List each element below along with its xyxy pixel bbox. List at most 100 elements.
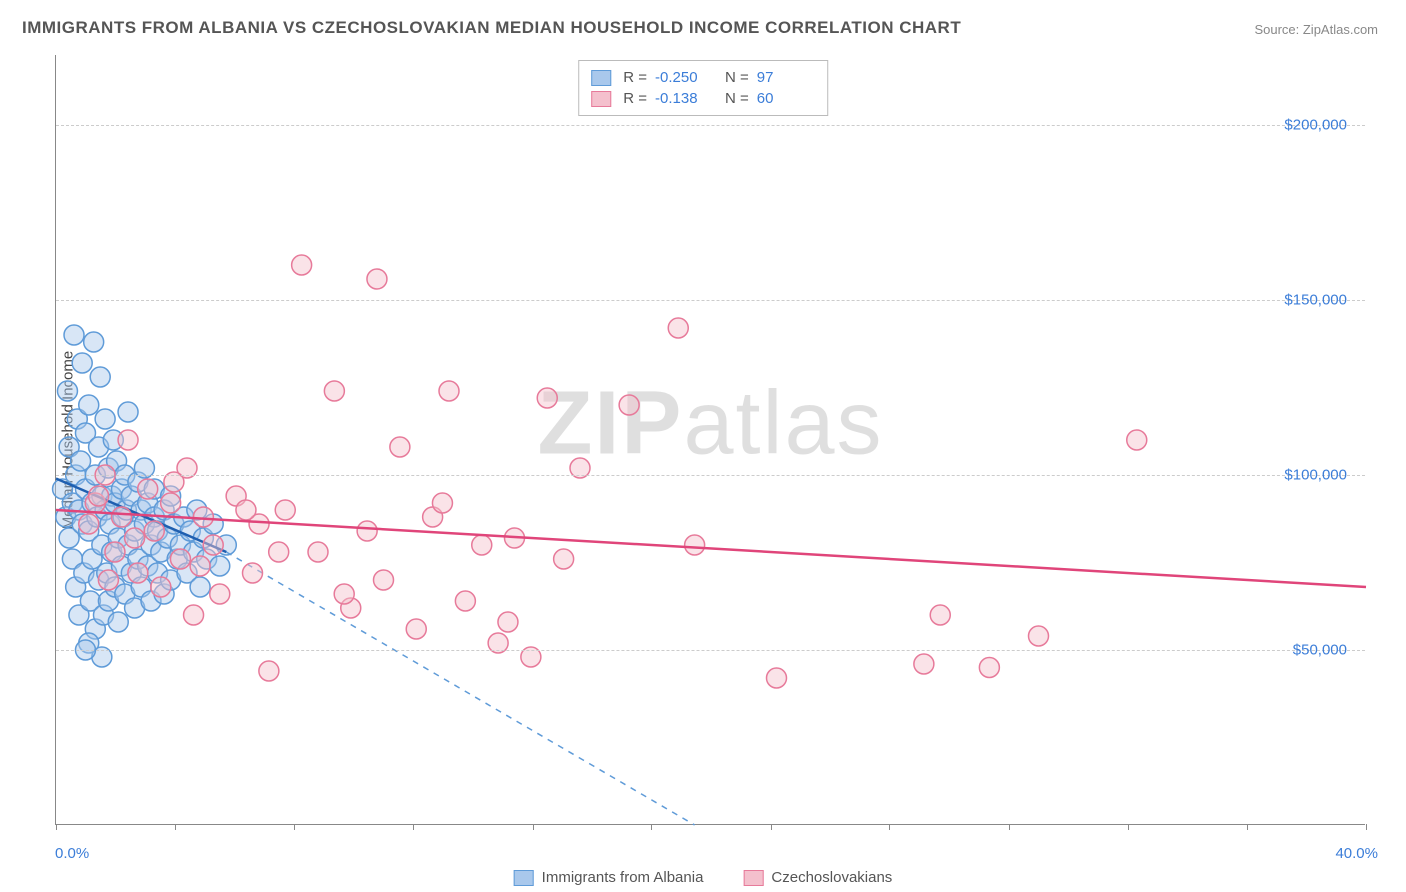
data-point [367, 269, 387, 289]
chart-container: IMMIGRANTS FROM ALBANIA VS CZECHOSLOVAKI… [0, 0, 1406, 892]
n-label-0: N = [725, 69, 749, 86]
gridline [56, 300, 1365, 301]
data-point [406, 619, 426, 639]
data-point [210, 584, 230, 604]
legend-item-1: Czechoslovakians [743, 869, 892, 886]
data-point [72, 353, 92, 373]
data-point [432, 493, 452, 513]
data-point [439, 381, 459, 401]
data-point [243, 563, 263, 583]
data-point [979, 658, 999, 678]
legend-item-0: Immigrants from Albania [514, 869, 704, 886]
data-point [57, 381, 77, 401]
data-point [930, 605, 950, 625]
y-tick-label: $200,000 [1284, 117, 1347, 134]
legend-label-0: Immigrants from Albania [542, 869, 704, 886]
data-point [170, 549, 190, 569]
data-point [90, 367, 110, 387]
data-point [1127, 430, 1147, 450]
bottom-legend: Immigrants from Albania Czechoslovakians [514, 869, 893, 886]
x-tick [1366, 824, 1367, 830]
data-point [118, 430, 138, 450]
data-point [259, 661, 279, 681]
y-tick-label: $150,000 [1284, 292, 1347, 309]
data-point [203, 535, 223, 555]
data-point [190, 556, 210, 576]
data-point [125, 528, 145, 548]
data-point [292, 255, 312, 275]
x-tick [1009, 824, 1010, 830]
data-point [210, 556, 230, 576]
data-point [79, 395, 99, 415]
data-point [236, 500, 256, 520]
data-point [95, 409, 115, 429]
data-point [334, 584, 354, 604]
x-tick [1247, 824, 1248, 830]
r-value-1: -0.138 [655, 90, 713, 107]
data-point [308, 542, 328, 562]
x-tick [771, 824, 772, 830]
chart-title: IMMIGRANTS FROM ALBANIA VS CZECHOSLOVAKI… [22, 18, 961, 38]
data-point [498, 612, 518, 632]
r-value-0: -0.250 [655, 69, 713, 86]
data-point [1029, 626, 1049, 646]
data-point [79, 514, 99, 534]
data-point [685, 535, 705, 555]
n-value-1: 60 [757, 90, 815, 107]
x-tick [889, 824, 890, 830]
y-tick-label: $50,000 [1293, 642, 1347, 659]
data-point [668, 318, 688, 338]
data-point [138, 479, 158, 499]
legend-swatch-1 [743, 870, 763, 886]
data-point [184, 605, 204, 625]
y-tick-label: $100,000 [1284, 467, 1347, 484]
data-point [472, 535, 492, 555]
legend-label-1: Czechoslovakians [771, 869, 892, 886]
data-point [105, 542, 125, 562]
x-tick [294, 824, 295, 830]
n-value-0: 97 [757, 69, 815, 86]
x-tick [56, 824, 57, 830]
plot-area: Median Household Income ZIPatlas $50,000… [55, 55, 1365, 825]
data-point [324, 381, 344, 401]
gridline [56, 650, 1365, 651]
x-tick [533, 824, 534, 830]
r-label-1: R = [623, 90, 647, 107]
x-tick [1128, 824, 1129, 830]
swatch-1 [591, 91, 611, 107]
stats-legend-box: R = -0.250 N = 97 R = -0.138 N = 60 [578, 60, 828, 116]
swatch-0 [591, 70, 611, 86]
data-point [357, 521, 377, 541]
data-point [537, 388, 557, 408]
data-point [619, 395, 639, 415]
data-point [190, 577, 210, 597]
data-point [64, 325, 84, 345]
gridline [56, 125, 1365, 126]
data-point [914, 654, 934, 674]
n-label-1: N = [725, 90, 749, 107]
legend-swatch-0 [514, 870, 534, 886]
data-point [767, 668, 787, 688]
x-label-min: 0.0% [55, 845, 89, 862]
data-point [108, 612, 128, 632]
scatter-svg [56, 55, 1365, 824]
data-point [98, 570, 118, 590]
gridline [56, 475, 1365, 476]
data-point [84, 332, 104, 352]
x-tick [413, 824, 414, 830]
x-tick [651, 824, 652, 830]
data-point [161, 493, 181, 513]
data-point [89, 486, 109, 506]
data-point [554, 549, 574, 569]
data-point [374, 570, 394, 590]
r-label-0: R = [623, 69, 647, 86]
data-point [144, 521, 164, 541]
stats-row-0: R = -0.250 N = 97 [591, 67, 815, 88]
data-point [151, 577, 171, 597]
source-label: Source: ZipAtlas.com [1254, 22, 1378, 37]
stats-row-1: R = -0.138 N = 60 [591, 88, 815, 109]
data-point [275, 500, 295, 520]
data-point [269, 542, 289, 562]
data-point [118, 402, 138, 422]
x-tick [175, 824, 176, 830]
